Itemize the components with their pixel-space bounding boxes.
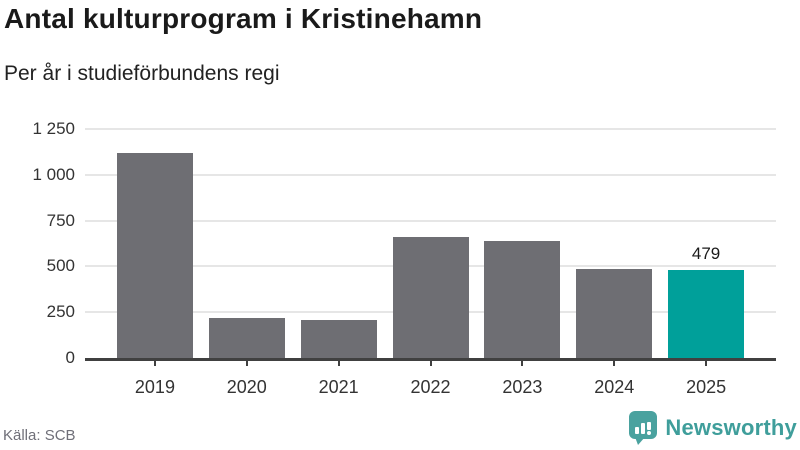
x-tick-label-2024: 2024 <box>594 377 635 397</box>
x-axis-labels: 2019 2020 2021 2022 2023 2024 2025 <box>85 369 776 398</box>
bar-2024 <box>576 269 653 358</box>
y-tick-label: 500 <box>46 256 75 276</box>
bar-2020 <box>208 317 285 358</box>
x-tick-label-2023: 2023 <box>502 377 543 397</box>
newsworthy-logo: Newsworthy <box>628 410 797 445</box>
band-2024 <box>568 129 660 366</box>
x-tick-label-2022: 2022 <box>410 377 451 397</box>
y-tick-label: 250 <box>46 302 75 322</box>
band-2025: 479 <box>660 129 752 366</box>
gridline-1000 <box>85 173 776 176</box>
x-tick-label-2020: 2020 <box>226 377 267 397</box>
bar-2021 <box>300 319 377 358</box>
band-2022 <box>385 129 477 366</box>
value-label-2025: 479 <box>691 244 721 264</box>
y-tick-label: 1 250 <box>32 119 75 138</box>
newsworthy-bar-chart-pin-icon <box>629 411 658 445</box>
plot-area: 479 <box>85 128 776 366</box>
x-tick-mark <box>337 361 340 366</box>
gridline-1250 <box>85 128 776 130</box>
gridline-750 <box>85 219 776 222</box>
y-tick-label: 0 <box>65 348 75 367</box>
y-tick-label: 750 <box>46 210 75 230</box>
band-2023 <box>476 129 568 366</box>
y-axis-labels: 0 250 500 750 1 000 1 250 <box>0 119 75 367</box>
source-label: Källa: SCB <box>3 427 76 444</box>
bar-2025 <box>668 270 745 358</box>
x-tick-mark <box>613 361 616 366</box>
x-tick-mark <box>245 361 248 366</box>
band-2019 <box>109 129 201 366</box>
y-tick-label: 1 000 <box>32 164 75 184</box>
x-tick-label-2025: 2025 <box>686 377 727 397</box>
chart-title: Antal kulturprogram i Kristinehamn <box>4 3 483 34</box>
newsworthy-wordmark: Newsworthy <box>665 414 797 440</box>
bar-2022 <box>392 237 469 358</box>
x-tick-label-2021: 2021 <box>318 377 359 397</box>
band-2020 <box>201 129 293 366</box>
x-tick-mark <box>705 361 708 366</box>
bar-2023 <box>484 240 561 358</box>
x-tick-label-2019: 2019 <box>134 377 175 397</box>
bar-chart: 0 250 500 750 1 000 1 250 479 2019 2020 2021 202… <box>0 119 800 398</box>
x-tick-mark <box>153 361 156 366</box>
band-2021 <box>293 129 385 366</box>
bar-group: 479 <box>109 129 752 366</box>
x-tick-mark <box>429 361 432 366</box>
chart-subtitle: Per år i studieförbundens regi <box>4 62 280 85</box>
x-tick-mark <box>521 361 524 366</box>
bar-2019 <box>116 152 193 358</box>
